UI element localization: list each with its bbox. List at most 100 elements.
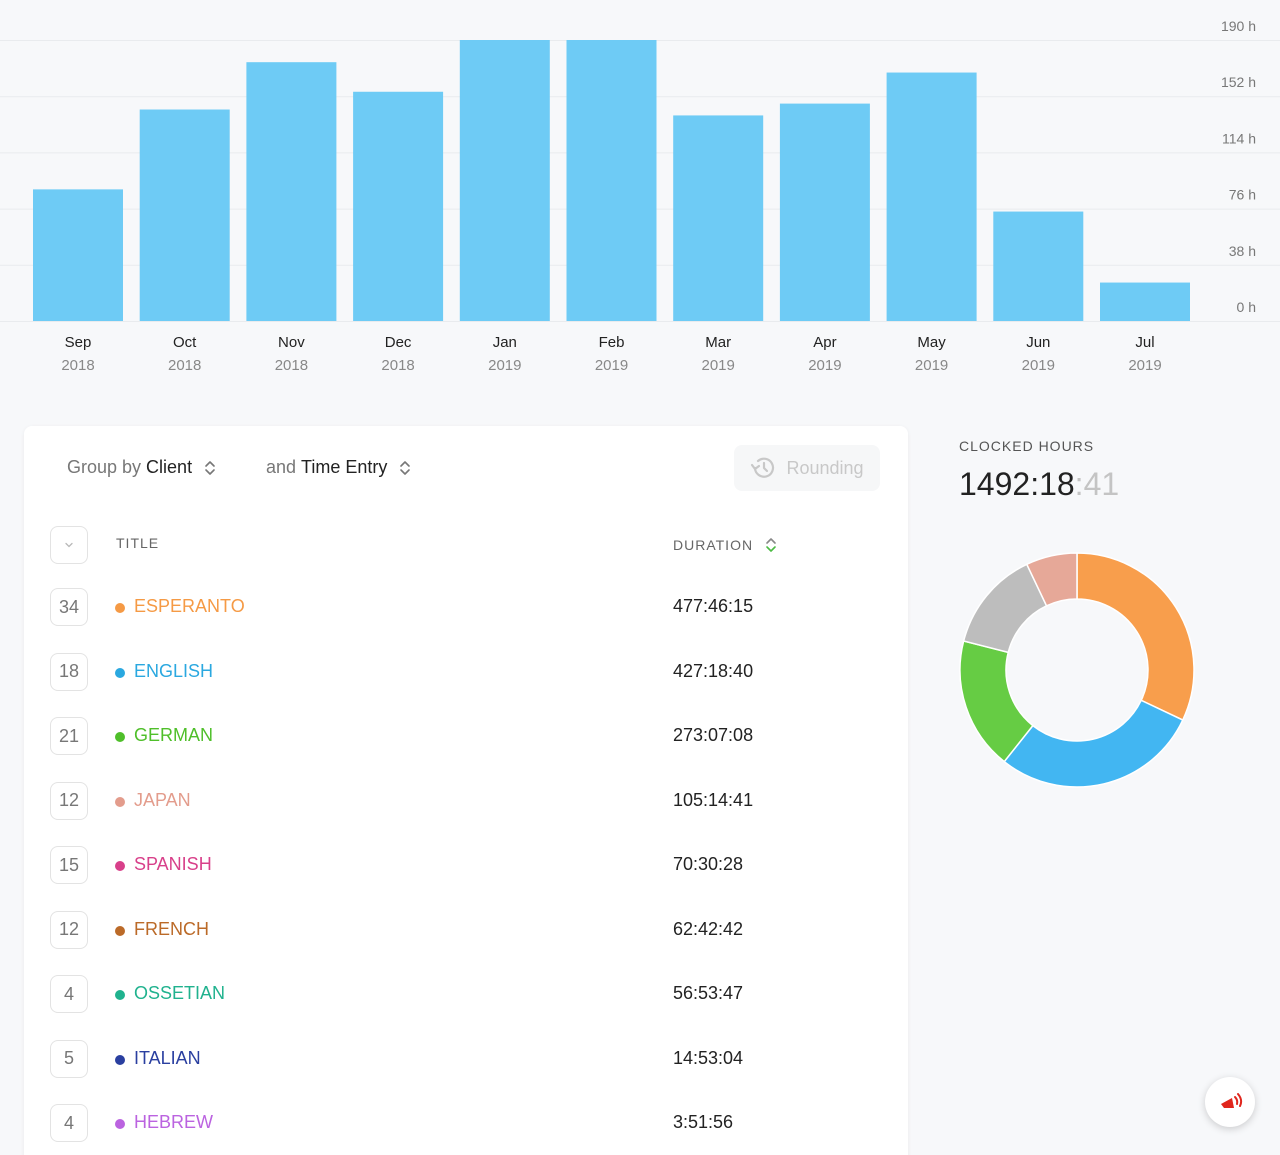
bar[interactable] xyxy=(459,40,550,321)
entry-count-toggle[interactable]: 15 xyxy=(50,846,88,884)
client-title[interactable]: FRENCH xyxy=(134,918,209,939)
bar[interactable] xyxy=(886,72,977,322)
x-tick-year: 2018 xyxy=(61,357,94,374)
client-title[interactable]: ESPERANTO xyxy=(134,596,245,616)
client-title[interactable]: ITALIAN xyxy=(134,1047,201,1068)
client-color-dot xyxy=(115,603,125,613)
y-tick-label: 76 h xyxy=(1229,187,1256,203)
y-tick-label: 0 h xyxy=(1237,299,1256,315)
client-title[interactable]: ENGLISH xyxy=(134,660,214,681)
table-row[interactable]: 21 GERMAN 273:07:08 xyxy=(24,717,908,781)
expand-all-toggle[interactable] xyxy=(50,526,88,564)
client-title[interactable]: JAPAN xyxy=(134,789,191,810)
x-tick-year: 2019 xyxy=(808,357,841,374)
donut-segment[interactable] xyxy=(1003,699,1184,788)
rounding-label: Rounding xyxy=(786,457,864,478)
client-title[interactable]: OSSETIAN xyxy=(134,983,226,1003)
entry-count-toggle[interactable]: 34 xyxy=(50,588,88,626)
x-tick-month: Apr xyxy=(813,334,836,351)
client-color-dot xyxy=(115,1054,125,1065)
bar[interactable] xyxy=(353,91,444,322)
table-row[interactable]: 18 ENGLISH 427:18:40 xyxy=(24,652,908,717)
table-row[interactable]: 12 FRENCH 62:42:42 xyxy=(24,910,908,975)
client-duration: 62:42:42 xyxy=(673,918,744,939)
broadcast-icon xyxy=(1221,1093,1243,1108)
client-title[interactable]: HEBREW xyxy=(134,1112,214,1132)
table-row[interactable]: 5 ITALIAN 14:53:04 xyxy=(24,1039,908,1104)
client-color-dot xyxy=(115,732,125,742)
report-card: Group by Client and Time Entry Rounding … xyxy=(24,426,908,1155)
table-row[interactable]: 12 JAPAN 105:14:41 xyxy=(24,781,908,846)
client-duration: 105:14:41 xyxy=(673,789,754,810)
client-color-dot xyxy=(115,667,125,678)
x-tick-month: Jun xyxy=(1026,334,1050,351)
bar[interactable] xyxy=(993,211,1084,321)
client-title[interactable]: SPANISH xyxy=(134,854,212,874)
x-tick-month: Oct xyxy=(173,334,197,351)
bar[interactable] xyxy=(779,103,870,322)
client-color-dot xyxy=(115,925,125,936)
rounding-button[interactable]: Rounding xyxy=(734,445,880,491)
x-tick-year: 2018 xyxy=(381,357,414,374)
x-tick-year: 2019 xyxy=(915,357,948,374)
group-by-prefix: Group by xyxy=(67,457,142,477)
entry-count-toggle[interactable]: 4 xyxy=(50,1104,88,1142)
client-duration: 14:53:04 xyxy=(673,1047,744,1068)
sort-icon xyxy=(766,538,776,552)
y-tick-label: 38 h xyxy=(1229,243,1256,259)
table-row[interactable]: 4 OSSETIAN 56:53:47 xyxy=(24,975,908,1039)
donut-segment[interactable] xyxy=(1025,552,1078,607)
history-icon xyxy=(751,457,775,478)
bar[interactable] xyxy=(1100,282,1190,321)
x-tick-month: Feb xyxy=(599,334,625,351)
client-duration: 477:46:15 xyxy=(673,596,754,616)
clocked-hours-main: 1492:18 xyxy=(959,466,1075,502)
bar[interactable] xyxy=(33,189,123,321)
client-duration: 273:07:08 xyxy=(673,725,754,745)
x-tick-year: 2019 xyxy=(702,357,735,374)
x-tick-year: 2019 xyxy=(1022,357,1055,374)
entry-count-toggle[interactable]: 12 xyxy=(50,910,88,949)
clocked-hours-seconds: :41 xyxy=(1074,466,1120,502)
group-by-value: Client xyxy=(146,457,193,477)
updown-chevron-icon xyxy=(400,460,411,475)
x-tick-month: Mar xyxy=(705,334,731,351)
x-tick-year: 2019 xyxy=(488,357,521,374)
entry-count-toggle[interactable]: 4 xyxy=(50,975,88,1013)
entry-count-toggle[interactable]: 21 xyxy=(50,717,88,755)
bar[interactable] xyxy=(673,115,764,321)
x-tick-month: May xyxy=(917,334,946,351)
then-prefix: and xyxy=(266,457,297,477)
broadcast-button[interactable] xyxy=(1205,1077,1255,1127)
client-title[interactable]: GERMAN xyxy=(134,725,214,745)
bar[interactable] xyxy=(566,40,657,321)
bar[interactable] xyxy=(139,109,230,321)
entry-count-toggle[interactable]: 5 xyxy=(50,1039,88,1078)
entry-count-toggle[interactable]: 18 xyxy=(50,652,88,691)
bar[interactable] xyxy=(246,62,337,322)
monthly-hours-chart: 0 h 38 h 76 h 114 h 152 h 190 h Sep 2018 Oct 2018… xyxy=(0,0,1280,390)
x-tick-year: 2019 xyxy=(1128,357,1161,374)
x-tick-month: Sep xyxy=(65,334,92,351)
table-row[interactable]: 4 HEBREW 3:51:56 xyxy=(24,1104,908,1155)
table-row[interactable]: 34 ESPERANTO 477:46:15 xyxy=(24,588,908,652)
x-tick-year: 2018 xyxy=(275,357,308,374)
group-by-time-entry-select[interactable]: and Time Entry xyxy=(266,457,411,478)
client-duration: 3:51:56 xyxy=(673,1112,734,1132)
y-tick-label: 190 h xyxy=(1221,18,1256,34)
then-value: Time Entry xyxy=(301,457,388,477)
x-tick-month: Jul xyxy=(1135,334,1154,351)
entry-count-toggle[interactable]: 12 xyxy=(50,781,88,820)
client-color-dot xyxy=(115,1119,125,1129)
client-duration: 427:18:40 xyxy=(673,660,754,681)
y-tick-label: 114 h xyxy=(1222,130,1256,146)
group-by-client-select[interactable]: Group by Client xyxy=(67,457,216,478)
x-tick-year: 2019 xyxy=(595,357,628,374)
table-header: TITLE DURATION xyxy=(24,526,908,566)
donut-segment[interactable] xyxy=(1076,552,1195,722)
table-row[interactable]: 15 SPANISH 70:30:28 xyxy=(24,846,908,910)
updown-chevron-icon xyxy=(205,460,215,475)
card-header: Group by Client and Time Entry Rounding xyxy=(24,426,908,510)
x-tick-month: Dec xyxy=(385,334,412,351)
duration-column-header[interactable]: DURATION xyxy=(673,536,777,554)
